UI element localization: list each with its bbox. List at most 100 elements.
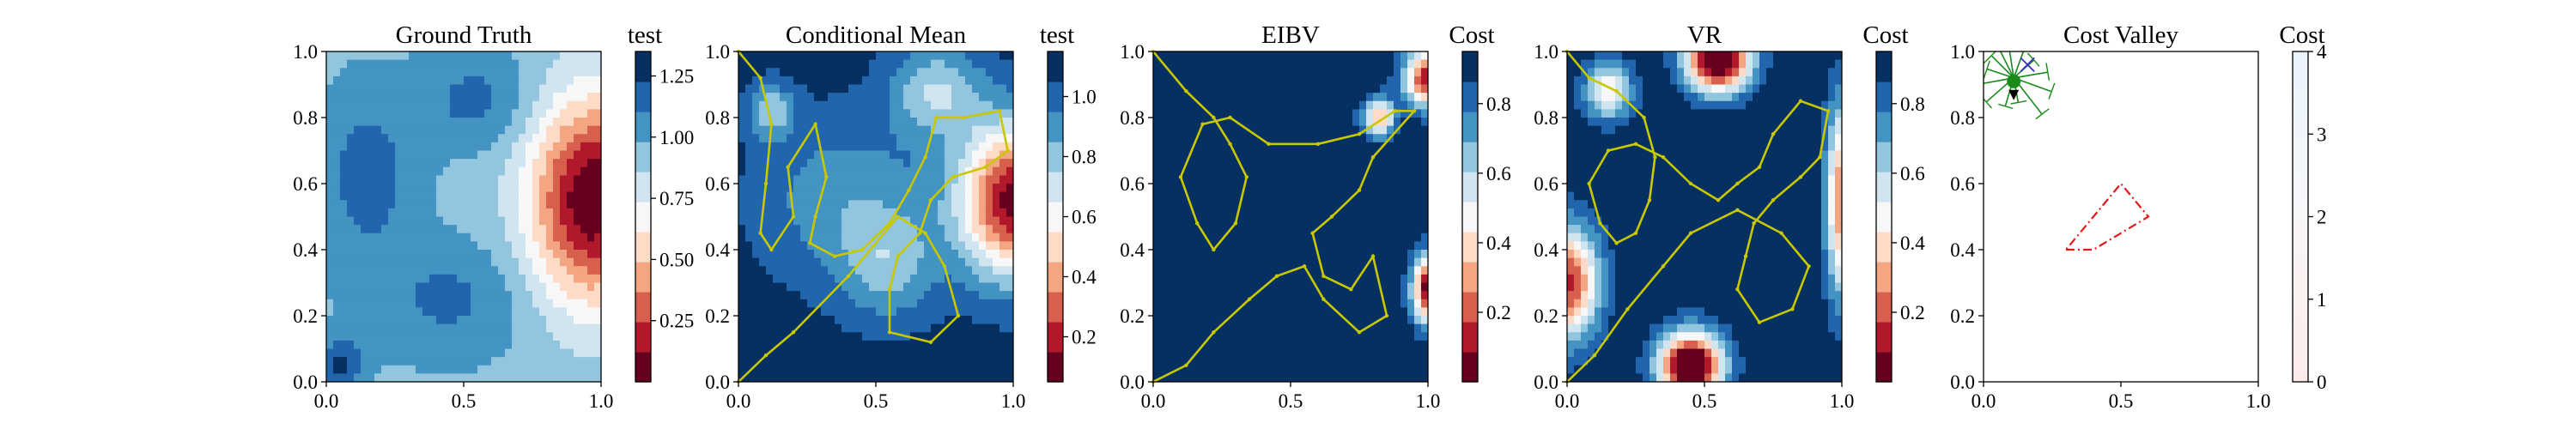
heatmap-cell	[965, 316, 973, 325]
heatmap-cell	[354, 100, 361, 110]
heatmap-cell	[1256, 68, 1264, 77]
heatmap-cell	[1318, 250, 1326, 259]
heatmap-cell	[993, 225, 1000, 234]
heatmap-cell	[1359, 166, 1367, 176]
heatmap-cell	[1160, 93, 1168, 102]
heatmap-cell	[910, 257, 918, 267]
heatmap-cell	[1325, 233, 1333, 242]
heatmap-cell	[1359, 307, 1367, 317]
heatmap-cell	[1188, 68, 1195, 77]
heatmap-cell	[1352, 93, 1360, 102]
heatmap-cell	[1277, 316, 1285, 325]
heatmap-cell	[1339, 76, 1346, 86]
heatmap-cell	[910, 100, 918, 110]
heatmap-cell	[1256, 84, 1264, 94]
heatmap-cell	[484, 291, 492, 300]
heatmap-cell	[876, 142, 884, 152]
heatmap-cell	[395, 332, 403, 341]
heatmap-cell	[814, 68, 822, 77]
heatmap-cell	[368, 357, 375, 366]
heatmap-cell	[464, 191, 471, 201]
heatmap-cell	[368, 109, 375, 118]
heatmap-cell	[388, 282, 396, 292]
heatmap-cell	[1174, 150, 1182, 160]
heatmap-cell	[457, 250, 465, 259]
heatmap-cell	[587, 118, 595, 127]
heatmap-cell	[491, 307, 499, 317]
heatmap-cell	[567, 282, 574, 292]
heatmap-cell	[1222, 200, 1230, 209]
heatmap-cell	[1256, 175, 1264, 184]
heatmap-cell	[347, 208, 355, 218]
heatmap-cell	[1318, 348, 1326, 358]
heatmap-cell	[361, 109, 368, 118]
heatmap-cell	[793, 332, 801, 341]
heatmap-cell	[340, 134, 348, 143]
heatmap-cell	[1153, 68, 1161, 77]
heatmap-cell	[1318, 299, 1326, 308]
heatmap-cell	[862, 159, 870, 168]
heatmap-cell	[429, 365, 437, 374]
heatmap-cell	[924, 257, 932, 267]
heatmap-cell	[1352, 134, 1360, 143]
heatmap-cell	[738, 200, 746, 209]
heatmap-cell	[1380, 159, 1388, 168]
heatmap-cell	[821, 125, 829, 135]
heatmap-cell	[457, 109, 465, 118]
heatmap-cell	[381, 348, 389, 358]
heatmap-cell	[903, 274, 911, 284]
heatmap-cell	[477, 166, 485, 176]
heatmap-cell	[890, 282, 897, 292]
heatmap-cell	[745, 100, 753, 110]
heatmap-cell	[924, 150, 932, 160]
heatmap-cell	[738, 257, 746, 267]
heatmap-cell	[1242, 348, 1250, 358]
heatmap-cell	[587, 257, 595, 267]
path-waypoint	[951, 175, 955, 179]
heatmap-cell	[546, 233, 554, 242]
heatmap-cell	[738, 274, 746, 284]
heatmap-cell	[938, 134, 945, 143]
heatmap-cell	[869, 109, 877, 118]
heatmap-cell	[546, 216, 554, 226]
heatmap-cell	[560, 299, 568, 308]
heatmap-cell	[1387, 100, 1394, 110]
heatmap-cell	[972, 257, 980, 267]
heatmap-cell	[965, 274, 973, 284]
heatmap-cell	[917, 365, 925, 374]
heatmap-cell	[1414, 323, 1422, 333]
heatmap-cell	[903, 134, 911, 143]
heatmap-cell	[1339, 233, 1346, 242]
heatmap-cell	[567, 332, 574, 341]
heatmap-cell	[1332, 134, 1340, 143]
heatmap-cell	[1167, 348, 1175, 358]
heatmap-cell	[1339, 373, 1346, 382]
heatmap-cell	[903, 365, 911, 374]
heatmap-cell	[457, 225, 465, 234]
heatmap-cell	[587, 166, 595, 176]
heatmap-cell	[1291, 184, 1298, 193]
heatmap-cell	[409, 84, 416, 94]
heatmap-cell	[910, 274, 918, 284]
heatmap-cell	[1291, 76, 1298, 86]
heatmap-cell	[443, 282, 451, 292]
heatmap-cell	[855, 365, 863, 374]
heatmap-cell	[807, 373, 815, 382]
heatmap-cell	[1153, 208, 1161, 218]
heatmap-cell	[505, 216, 513, 226]
heatmap-cell	[1359, 76, 1367, 86]
heatmap-cell	[594, 208, 601, 218]
heatmap-cell	[876, 299, 884, 308]
heatmap-cell	[553, 118, 561, 127]
heatmap-cell	[965, 159, 973, 168]
heatmap-cell	[374, 316, 382, 325]
heatmap-cell	[800, 184, 808, 193]
heatmap-cell	[368, 125, 375, 135]
heatmap-cell	[862, 291, 870, 300]
heatmap-cell	[1352, 257, 1360, 267]
heatmap-cell	[1263, 291, 1271, 300]
heatmap-cell	[388, 68, 396, 77]
heatmap-cell	[526, 118, 533, 127]
heatmap-cell	[1407, 373, 1415, 382]
heatmap-cell	[326, 159, 334, 168]
